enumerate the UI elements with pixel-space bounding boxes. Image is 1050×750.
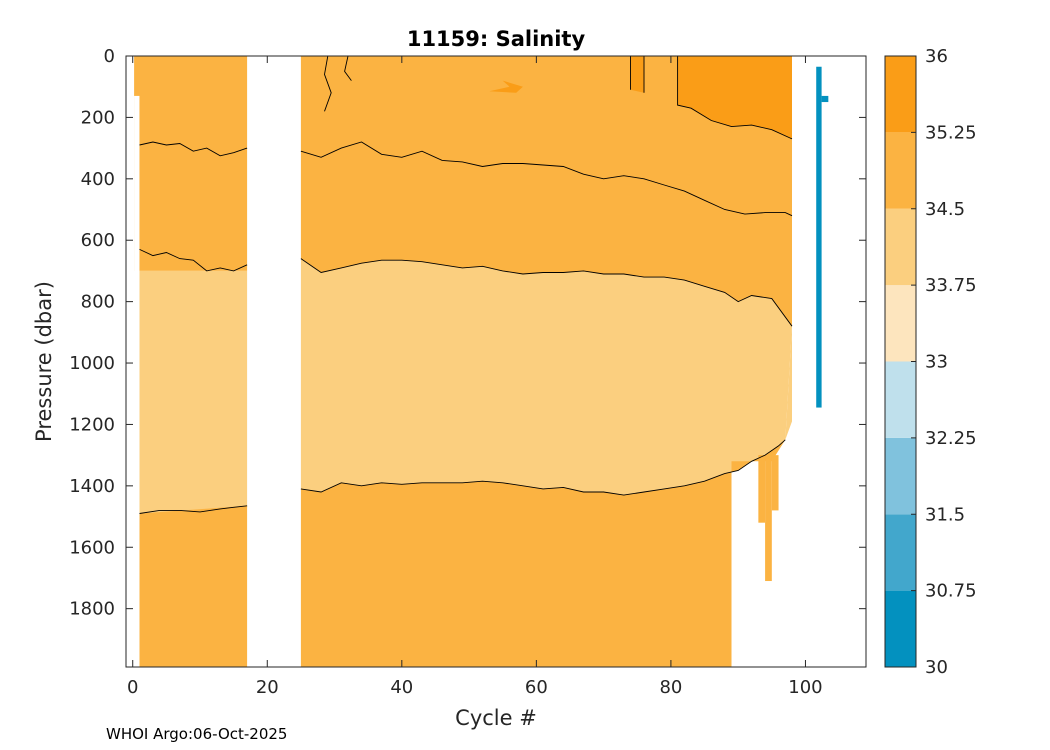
y-tick-label-1400: 1400: [69, 476, 115, 497]
contour-surface-4: [677, 56, 793, 140]
x-tick-label-60: 60: [525, 677, 548, 698]
y-tick-label-200: 200: [81, 107, 115, 128]
x-axis: 0 20 40 60 80 100: [127, 56, 823, 698]
colorbar-tick-label-7: 35.25: [925, 122, 977, 143]
contour-line-1-0: [139, 248, 248, 272]
y-tick-label-400: 400: [81, 169, 115, 190]
region-intermediate-left: [139, 270, 248, 514]
colorbar-tick-label-8: 36: [925, 46, 948, 67]
region-intermediate-edge: [785, 326, 792, 440]
colorbar: 30 30.75 31.5 32.25 33 33.75 34.5 35.25 36: [884, 46, 977, 678]
y-tick-label-1600: 1600: [69, 537, 115, 558]
region-deep-left: [139, 505, 248, 667]
x-axis-label: Cycle #: [455, 706, 537, 730]
region-upper-left: [134, 56, 248, 271]
colorbar-segment-0: [885, 590, 916, 667]
plot-frame: [125, 55, 867, 668]
region-surface-high: [677, 56, 792, 139]
contour-surface-1: [344, 55, 352, 81]
contour-line-2-0: [139, 505, 248, 514]
colorbar-segment-2: [885, 437, 916, 515]
x-tick-label-0: 0: [127, 677, 138, 698]
region-surface-patch: [489, 80, 523, 93]
contour-line-1-1: [300, 258, 793, 327]
x-tick-label-40: 40: [390, 677, 413, 698]
y-tick-label-1200: 1200: [69, 414, 115, 435]
colorbar-segment-6: [885, 132, 916, 209]
y-axis: 0 200 400 600 800 1000 1200 1400 1600 1800: [69, 46, 866, 620]
colorbar-segment-7: [885, 56, 916, 133]
region-surface-patch-b: [630, 56, 644, 93]
region-deep-fragment-a: [771, 455, 779, 511]
contour-line-0-1: [300, 141, 793, 217]
colorbar-tick-label-2: 31.5: [925, 504, 965, 525]
contour-line-2-1: [300, 439, 786, 496]
region-intermediate-main: [300, 258, 792, 496]
colorbar-tick-label-5: 33.75: [925, 275, 977, 296]
profile-cycle-102: [816, 66, 822, 408]
y-tick-label-600: 600: [81, 230, 115, 251]
region-deep-main: [300, 439, 786, 667]
footer-credit: WHOI Argo:06-Oct-2025: [106, 725, 288, 743]
colorbar-segment-3: [885, 361, 916, 438]
contour-line-0-0: [139, 141, 248, 157]
colorbar-tick-label-4: 33: [925, 352, 948, 373]
colorbar-segment-4: [885, 285, 916, 362]
plot-area: [134, 56, 829, 668]
gap-first-cycle: [134, 95, 140, 668]
colorbar-tick-label-0: 30: [925, 657, 948, 678]
region-deep-fragment-b: [765, 455, 772, 582]
y-tick-label-0: 0: [104, 46, 115, 67]
colorbar-tick-label-1: 30.75: [925, 581, 977, 602]
x-tick-label-80: 80: [659, 677, 682, 698]
x-tick-label-20: 20: [256, 677, 279, 698]
x-tick-label-100: 100: [788, 677, 822, 698]
colorbar-segment-1: [885, 514, 916, 591]
y-tick-label-1000: 1000: [69, 353, 115, 374]
contour-lines: [139, 55, 793, 514]
colorbar-segment-5: [885, 208, 916, 286]
chart-title: 11159: Salinity: [407, 27, 586, 51]
contour-surface-0: [324, 55, 332, 112]
region-upper-main: [300, 56, 792, 327]
y-tick-label-800: 800: [81, 292, 115, 313]
colorbar-tick-label-6: 34.5: [925, 199, 965, 220]
y-axis-label: Pressure (dbar): [32, 281, 56, 442]
region-deep-fragment-c: [758, 455, 766, 523]
profile-cycle-103: [821, 95, 829, 103]
colorbar-tick-label-3: 32.25: [925, 428, 977, 449]
y-tick-label-1800: 1800: [69, 599, 115, 620]
